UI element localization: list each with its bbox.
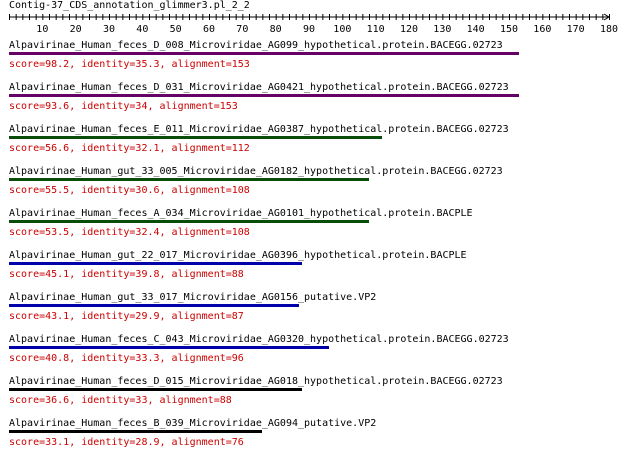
hit-stats: score=40.8, identity=33.3, alignment=96	[9, 353, 244, 364]
ruler-tick-label: 160	[533, 24, 551, 35]
hit-name: Alpavirinae_Human_gut_33_017_Microvirida…	[9, 292, 377, 303]
ruler-tick-label: 40	[136, 24, 148, 35]
ruler-tick-label: 80	[270, 24, 282, 35]
hit-alignment-bar	[9, 94, 519, 97]
ruler-tick-label: 60	[203, 24, 215, 35]
hit-alignment-bar	[9, 220, 369, 223]
ruler-tick-label: 70	[236, 24, 248, 35]
hit-alignment-bar	[9, 136, 383, 139]
hit-stats: score=45.1, identity=39.8, alignment=88	[9, 269, 244, 280]
hit-stats: score=56.6, identity=32.1, alignment=112	[9, 143, 250, 154]
ruler-tick-label: 30	[103, 24, 115, 35]
hit-alignment-bar	[9, 262, 303, 265]
position-ruler: 10 20 30 40 50 60 70 80 90 100 110 120 130 140 150 160 1…	[9, 13, 618, 35]
ruler-tick-label: 140	[467, 24, 485, 35]
ruler-tick-label: 150	[500, 24, 518, 35]
ruler-tick-label: 100	[333, 24, 351, 35]
ruler-tick-label: 120	[400, 24, 418, 35]
hit-alignment-bar	[9, 430, 263, 433]
hit-alignment-bar	[9, 346, 329, 349]
hit-alignment-bar	[9, 304, 299, 307]
hit-name: Alpavirinae_Human_feces_B_039_Microvirid…	[9, 418, 377, 429]
ruler-tick-label: 20	[70, 24, 82, 35]
hit-stats: score=36.6, identity=33, alignment=88	[9, 395, 232, 406]
ruler-tick-label: 90	[303, 24, 315, 35]
hit-name: Alpavirinae_Human_gut_33_005_Microvirida…	[9, 166, 503, 177]
hit-alignment-bar	[9, 388, 303, 391]
hit-name: Alpavirinae_Human_feces_D_008_Microvirid…	[9, 40, 503, 51]
hit-stats: score=98.2, identity=35.3, alignment=153	[9, 59, 250, 70]
hit-name: Alpavirinae_Human_gut_22_017_Microvirida…	[9, 250, 467, 261]
hit-name: Alpavirinae_Human_feces_C_043_Microvirid…	[9, 334, 509, 345]
ruler-tick-label: 170	[567, 24, 585, 35]
ruler-tick-label: 10	[36, 24, 48, 35]
ruler-tick-label: 50	[170, 24, 182, 35]
hit-name: Alpavirinae_Human_feces_E_011_Microvirid…	[9, 124, 509, 135]
hit-name: Alpavirinae_Human_feces_D_031_Microvirid…	[9, 82, 509, 93]
hit-stats: score=33.1, identity=28.9, alignment=76	[9, 437, 244, 448]
ruler-tick-label: 110	[367, 24, 385, 35]
hit-name: Alpavirinae_Human_feces_A_034_Microvirid…	[9, 208, 473, 219]
hit-alignment-bar	[9, 178, 369, 181]
hit-stats: score=93.6, identity=34, alignment=153	[9, 101, 238, 112]
hit-stats: score=43.1, identity=29.9, alignment=87	[9, 311, 244, 322]
hit-stats: score=55.5, identity=30.6, alignment=108	[9, 185, 250, 196]
contig-title: Contig-37_CDS_annotation_glimmer3.pl_2_2	[9, 0, 250, 11]
ruler-tick-label: 130	[433, 24, 451, 35]
hit-stats: score=53.5, identity=32.4, alignment=108	[9, 227, 250, 238]
ruler-tick-label: 180	[600, 24, 618, 35]
hit-alignment-bar	[9, 52, 519, 55]
hit-name: Alpavirinae_Human_feces_D_015_Microvirid…	[9, 376, 503, 387]
